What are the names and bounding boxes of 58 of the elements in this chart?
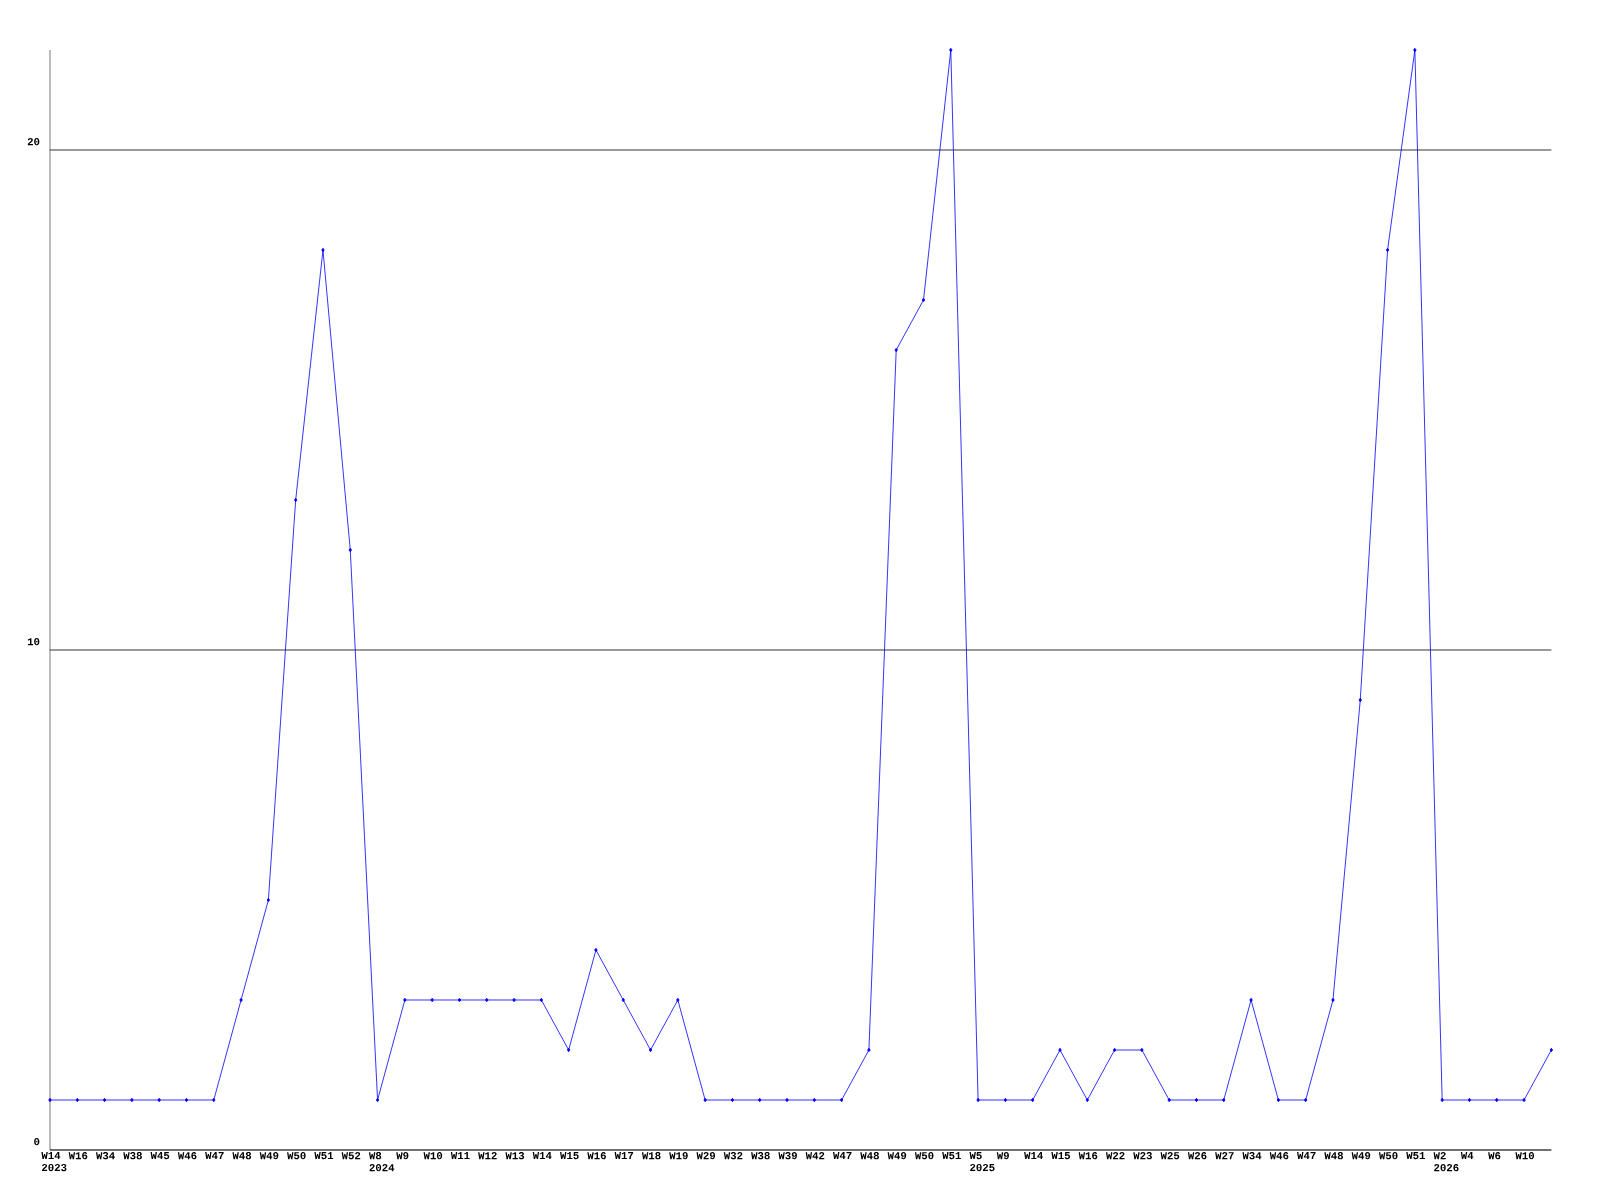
- x-tick-label: W48: [860, 1152, 879, 1160]
- x-tick-label: W52: [341, 1152, 361, 1160]
- x-tick-label: W15: [560, 1152, 579, 1160]
- x-tick-label: W26: [1187, 1152, 1207, 1160]
- x-tick-label: W6: [1488, 1152, 1501, 1160]
- x-tick-label: W51: [942, 1152, 961, 1160]
- x-tick-label: W47: [833, 1152, 852, 1160]
- x-tick-label: W22: [1105, 1152, 1125, 1160]
- x-tick-label: W5 2025: [969, 1152, 995, 1172]
- x-tick-label: W46: [1269, 1152, 1289, 1160]
- x-tick-label: W51: [314, 1152, 334, 1160]
- x-tick-label: W47: [205, 1152, 224, 1160]
- x-tick-label: W9: [996, 1152, 1009, 1160]
- x-tick-label: W18: [641, 1152, 661, 1160]
- x-tick-label: W49: [259, 1152, 279, 1160]
- x-tick-label: W47: [1297, 1152, 1316, 1160]
- x-tick-label: W2 2026: [1433, 1152, 1459, 1172]
- x-tick-label: W10: [1515, 1152, 1535, 1160]
- x-tick-label: W15: [1051, 1152, 1071, 1160]
- x-tick-label: W25: [1160, 1152, 1180, 1160]
- x-tick-label: W16: [587, 1152, 606, 1160]
- x-tick-label: W34: [95, 1152, 115, 1160]
- x-tick-label: W23: [1133, 1152, 1152, 1160]
- x-tick-label: W11: [450, 1152, 470, 1160]
- x-tick-label: W29: [696, 1152, 716, 1160]
- x-tick-label: W14: [532, 1152, 552, 1160]
- x-tick-label: W50: [287, 1152, 306, 1160]
- x-tick-label: W48: [1324, 1152, 1343, 1160]
- x-tick-label: W32: [723, 1152, 743, 1160]
- y-tick-label: 0: [34, 1138, 40, 1146]
- x-tick-label: W19: [669, 1152, 688, 1160]
- x-tick-label: W48: [232, 1152, 252, 1160]
- x-tick-label: W50: [1378, 1152, 1398, 1160]
- x-tick-label: W49: [1351, 1152, 1371, 1160]
- x-tick-label: W34: [1242, 1152, 1262, 1160]
- x-tick-label: W38: [123, 1152, 142, 1160]
- x-tick-label: W45: [150, 1152, 170, 1160]
- x-tick-label: W46: [177, 1152, 197, 1160]
- x-tick-label: W14: [1024, 1152, 1043, 1160]
- x-tick-label: W10: [423, 1152, 443, 1160]
- x-tick-label: W42: [805, 1152, 825, 1160]
- x-tick-label: W8 2024: [368, 1152, 395, 1172]
- x-tick-label: W13: [505, 1152, 525, 1160]
- y-tick-label: 10: [27, 638, 40, 646]
- x-tick-label: W12: [478, 1152, 497, 1160]
- x-tick-label: W9: [396, 1152, 409, 1160]
- x-tick-label: W38: [751, 1152, 770, 1160]
- x-tick-label: W39: [778, 1152, 797, 1160]
- x-tick-label: W49: [887, 1152, 907, 1160]
- x-tick-label: W4: [1460, 1152, 1474, 1160]
- y-tick-label: 20: [27, 138, 40, 146]
- x-tick-label: W16: [1078, 1152, 1098, 1160]
- x-tick-label: W50: [914, 1152, 934, 1160]
- x-tick-label: W16: [68, 1152, 88, 1160]
- x-tick-label: W27: [1215, 1152, 1234, 1160]
- x-tick-label: W14 2023: [41, 1152, 67, 1172]
- x-tick-label: W17: [614, 1152, 634, 1160]
- x-tick-label: W51: [1406, 1152, 1425, 1160]
